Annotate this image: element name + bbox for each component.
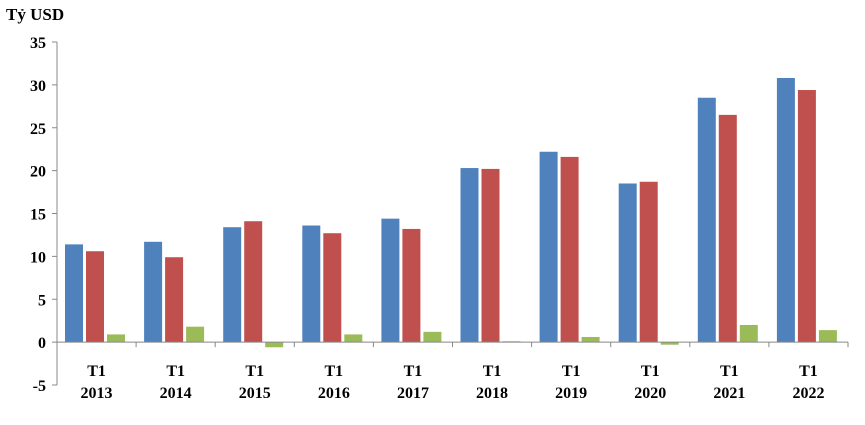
- x-tick-label: T1: [87, 363, 106, 380]
- bar-series3-2022: [818, 330, 837, 343]
- bar-series3-2014: [186, 326, 205, 343]
- x-tick-label: 2017: [397, 385, 429, 402]
- x-tick-labels: T1 2013 T1 2014 T1 2015 T1 2016 T1 2017 T1 2018 T1 20…: [81, 363, 825, 402]
- bar-series3-2013: [107, 334, 125, 343]
- bar-series3-2020: [660, 342, 679, 345]
- x-tick-label: 2019: [555, 385, 587, 402]
- x-tick-label: 2016: [318, 385, 350, 402]
- bar-series2-2018: [481, 168, 500, 343]
- bar-series1-2022: [776, 78, 795, 343]
- x-tick-label: T1: [641, 363, 660, 380]
- axes-group: [52, 41, 849, 386]
- bar-series1-2016: [302, 225, 321, 343]
- x-tick-label: T1: [720, 363, 739, 380]
- x-tick-label: 2021: [713, 385, 745, 402]
- bar-series1-2018: [460, 168, 479, 343]
- y-axis-unit-label: Tỷ USD: [6, 5, 64, 24]
- x-tick-label: 2020: [634, 385, 666, 402]
- y-tick-label: 30: [30, 78, 46, 95]
- bar-series2-2017: [402, 228, 421, 343]
- y-tick-label: 25: [30, 121, 46, 138]
- bar-series2-2019: [560, 156, 579, 343]
- bar-series1-2019: [539, 151, 558, 343]
- bar-series2-2021: [718, 114, 737, 343]
- x-tick-label: 2018: [476, 385, 508, 402]
- y-tick-label: 20: [30, 164, 46, 181]
- y-tick-label: 10: [30, 249, 46, 266]
- x-tick-label: T1: [483, 363, 502, 380]
- bar-series2-2015: [244, 221, 263, 343]
- bar-series2-2013: [86, 251, 104, 343]
- bar-series1-2013: [65, 244, 83, 343]
- bar-series3-2019: [581, 336, 600, 343]
- y-tick-label: -5: [33, 378, 46, 395]
- bar-series3-2016: [344, 334, 363, 343]
- bar-series1-2014: [144, 241, 163, 343]
- bar-series2-2020: [639, 181, 658, 343]
- y-tick-label: 0: [38, 335, 46, 352]
- x-tick-label: T1: [404, 363, 423, 380]
- bar-series1-2020: [618, 183, 637, 343]
- y-tick-label: 15: [30, 207, 46, 224]
- x-tick-label: 2013: [81, 385, 113, 402]
- bar-series1-2021: [697, 97, 716, 343]
- bar-series1-2017: [381, 218, 400, 343]
- x-tick-label: T1: [325, 363, 344, 380]
- bars-group: [65, 78, 837, 348]
- y-tick-labels: 35 30 25 20 15 10 5 0 -5: [30, 35, 46, 395]
- y-tick-label: 35: [30, 35, 46, 52]
- bar-series1-2015: [223, 227, 242, 343]
- x-tick-label: T1: [245, 363, 264, 380]
- bar-series2-2022: [797, 90, 816, 343]
- x-tick-label: T1: [562, 363, 581, 380]
- x-tick-label: T1: [799, 363, 818, 380]
- x-tick-label: 2022: [792, 385, 824, 402]
- y-tick-label: 5: [38, 292, 46, 309]
- bar-series3-2021: [739, 324, 758, 343]
- bar-series3-2015: [265, 342, 284, 348]
- bar-series2-2014: [165, 257, 184, 343]
- x-tick-label: 2015: [239, 385, 271, 402]
- x-tick-label: 2014: [160, 385, 192, 402]
- bar-series2-2016: [323, 233, 342, 343]
- bar-series3-2017: [423, 331, 442, 343]
- x-tick-label: T1: [166, 363, 185, 380]
